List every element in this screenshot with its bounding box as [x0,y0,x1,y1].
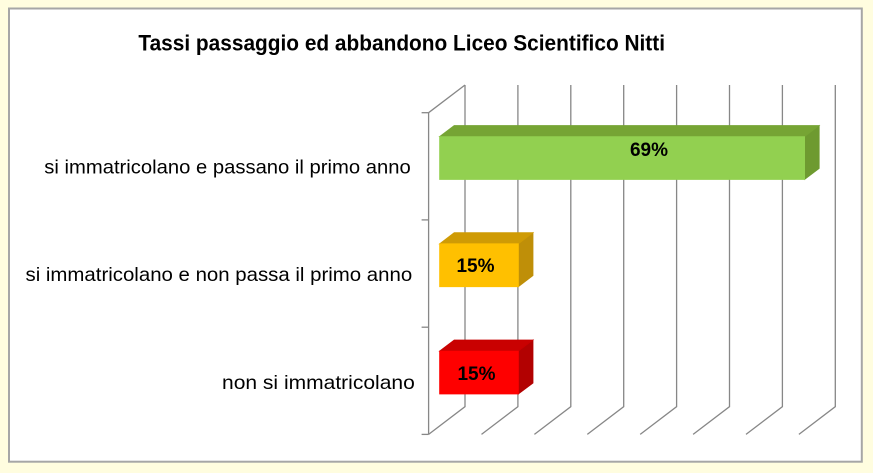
svg-text:69%: 69% [630,140,668,161]
svg-text:15%: 15% [456,256,494,277]
svg-text:non si immatricolano: non si immatricolano [222,372,415,394]
svg-text:Tassi passaggio ed abbandono L: Tassi passaggio ed abbandono Liceo Scien… [138,30,665,55]
svg-text:si immatricolano e passano il: si immatricolano e passano il primo anno [44,157,411,179]
svg-text:15%: 15% [457,364,495,385]
svg-text:si immatricolano e non passa i: si immatricolano e non passa il primo an… [26,264,413,286]
